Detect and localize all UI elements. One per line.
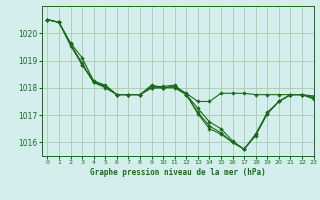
X-axis label: Graphe pression niveau de la mer (hPa): Graphe pression niveau de la mer (hPa) — [90, 168, 266, 177]
